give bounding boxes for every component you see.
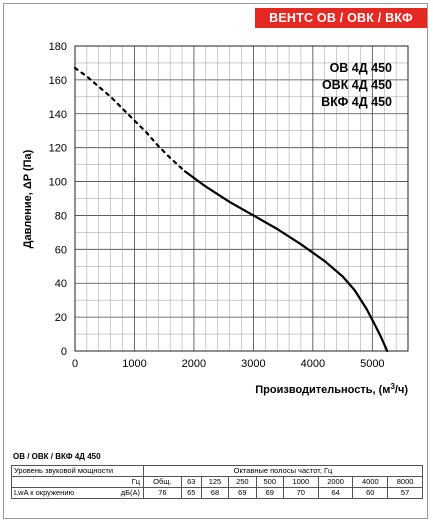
frequency-header: 250 (228, 476, 257, 488)
y-tick-label: 40 (55, 278, 67, 290)
frequency-header: 2000 (317, 476, 354, 488)
x-tick-label: 0 (72, 358, 78, 370)
dba-unit: дБ(А) (103, 487, 144, 499)
table-row: Гц Общ. 63 125 250 500 1000 2000 4000 8000 (11, 476, 423, 488)
sound-level-value: 68 (200, 487, 230, 499)
brand-banner: ВЕНТС ОВ / ОВК / ВКФ (255, 8, 427, 28)
model-label: ОВК 4Д 450 (322, 78, 392, 92)
y-tick-label: 0 (61, 346, 67, 358)
sound-level-value: 60 (352, 487, 389, 499)
sound-level-value: 57 (387, 487, 423, 499)
table-row: Уровень звуковой мощности Октавные полос… (11, 465, 423, 477)
frequency-header: 63 (180, 476, 202, 488)
x-tick-labels: 0 1000 2000 3000 4000 5000 (72, 358, 385, 370)
x-tick-label: 1000 (122, 358, 146, 370)
sound-level-value: 69 (255, 487, 284, 499)
sound-level-value: 64 (317, 487, 354, 499)
y-axis-label: Давление, ΔP (Па) (22, 149, 34, 248)
model-label: ВКФ 4Д 450 (321, 95, 392, 109)
performance-chart: 0 1000 2000 3000 4000 5000 0 20 40 60 80 100 120 140… (22, 41, 409, 396)
y-tick-label: 20 (55, 312, 67, 324)
y-tick-label: 80 (55, 210, 67, 222)
x-tick-label: 3000 (241, 358, 265, 370)
model-label: ОВ 4Д 450 (330, 61, 392, 75)
plot-border (74, 45, 409, 352)
chart-series (73, 66, 389, 353)
frequency-header: 8000 (387, 476, 423, 488)
table-row: LwA к окружению дБ(А) 76 65 68 69 69 70 64 60 57 (11, 487, 423, 499)
y-tick-label: 180 (49, 41, 67, 53)
x-tick-label: 4000 (301, 358, 325, 370)
y-tick-label: 160 (49, 75, 67, 87)
sound-level-value: 65 (180, 487, 202, 499)
frequency-header: Общ. (143, 476, 182, 488)
sound-table-title: ОВ / ОВК / ВКФ 4Д 450 (13, 452, 101, 461)
frequency-header: 125 (200, 476, 230, 488)
frequency-header: 4000 (352, 476, 389, 488)
y-tick-label: 120 (49, 143, 67, 155)
sound-power-label: Уровень звуковой мощности (11, 465, 144, 477)
y-tick-label: 140 (49, 109, 67, 121)
octave-bands-header: Октавные полосы частот, Гц (143, 465, 423, 477)
x-axis-label: Производительность, (м3/ч) (255, 382, 408, 396)
frequency-header: 500 (255, 476, 284, 488)
hz-unit: Гц (103, 476, 144, 488)
y-tick-labels: 0 20 40 60 80 100 120 140 160 180 (49, 41, 67, 358)
lwa-label: LwA к окружению (11, 487, 103, 499)
figure-frame (3, 3, 428, 519)
chart-grid (74, 45, 409, 352)
curve-solid-segment (183, 170, 389, 353)
model-labels: ОВ 4Д 450 ОВК 4Д 450 ВКФ 4Д 450 (321, 61, 392, 109)
sound-level-value: 70 (282, 487, 319, 499)
sound-level-value: 69 (228, 487, 257, 499)
y-tick-label: 60 (55, 244, 67, 256)
curve-dashed-segment (73, 66, 187, 173)
y-tick-label: 100 (49, 177, 67, 189)
x-tick-label: 2000 (182, 358, 206, 370)
frequency-header: 1000 (282, 476, 319, 488)
x-tick-label: 5000 (360, 358, 384, 370)
sound-power-table: Уровень звуковой мощности Октавные полос… (11, 465, 423, 499)
sound-level-value: 76 (143, 487, 182, 499)
